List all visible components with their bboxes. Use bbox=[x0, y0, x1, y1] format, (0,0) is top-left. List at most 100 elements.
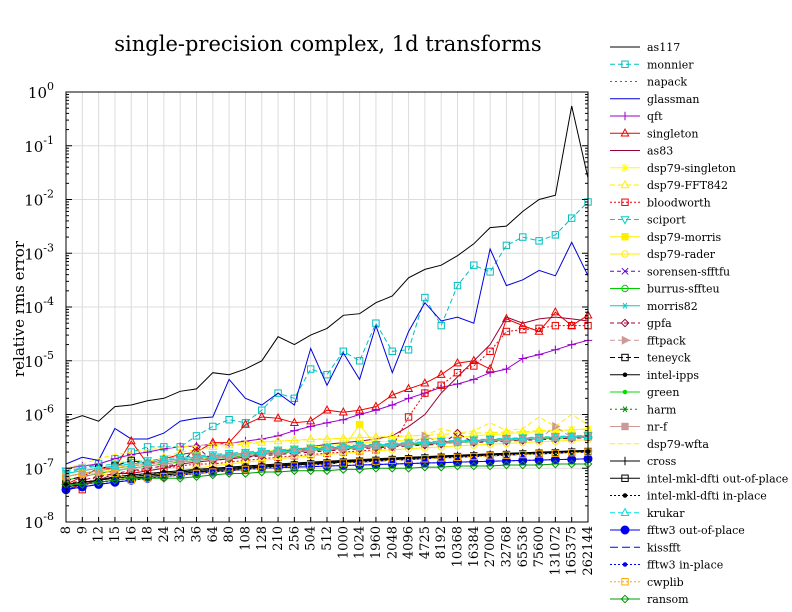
series-line bbox=[65, 413, 589, 469]
x-tick-label: 108 bbox=[238, 526, 253, 551]
legend-item: napack bbox=[610, 76, 687, 89]
data-point bbox=[486, 452, 494, 460]
data-point bbox=[436, 462, 446, 472]
legend-label: nr-f bbox=[647, 421, 668, 434]
data-point bbox=[436, 369, 446, 378]
data-point bbox=[620, 456, 630, 466]
data-point bbox=[338, 465, 348, 474]
y-tick-label: 100 bbox=[28, 80, 54, 102]
x-tick-label: 4725 bbox=[418, 526, 433, 559]
data-point bbox=[621, 422, 629, 431]
data-point bbox=[620, 507, 630, 516]
data-point bbox=[469, 355, 479, 364]
legend-item: as83 bbox=[610, 145, 673, 158]
x-tick-label: 12 bbox=[92, 526, 107, 543]
data-point bbox=[502, 429, 511, 438]
x-tick-label: 1960 bbox=[369, 526, 384, 559]
data-point bbox=[621, 250, 629, 258]
data-point bbox=[241, 465, 250, 474]
data-point bbox=[388, 400, 397, 410]
data-point bbox=[621, 474, 629, 482]
x-tick-label: 165375 bbox=[565, 526, 580, 576]
legend-item: morris82 bbox=[610, 300, 698, 313]
x-tick-label: 65536 bbox=[516, 526, 531, 567]
data-point bbox=[621, 302, 629, 309]
data-point bbox=[240, 419, 250, 428]
data-point bbox=[452, 357, 463, 367]
data-point bbox=[404, 463, 413, 473]
data-point bbox=[355, 465, 365, 474]
data-point bbox=[240, 438, 250, 448]
y-tick-label: 10-6 bbox=[24, 403, 54, 425]
legend-label: dsp79-wfta bbox=[647, 438, 709, 451]
data-point bbox=[404, 413, 413, 421]
data-point bbox=[550, 431, 560, 441]
series-line bbox=[65, 451, 589, 481]
legend-item: sorensen-sfftfu bbox=[610, 265, 730, 278]
data-point bbox=[567, 431, 577, 440]
legend-item: intel-mkl-dfti in-place bbox=[610, 490, 767, 503]
legend-label: bloodworth bbox=[647, 196, 711, 209]
series-line bbox=[65, 435, 589, 474]
data-point bbox=[322, 466, 332, 476]
data-point bbox=[620, 318, 630, 328]
data-point bbox=[355, 404, 365, 414]
data-point bbox=[273, 435, 283, 445]
x-tick-label: 36 bbox=[190, 526, 205, 543]
legend-item: dsp79-wfta bbox=[610, 438, 709, 451]
series-as117 bbox=[65, 105, 589, 422]
data-point bbox=[191, 452, 202, 461]
data-point bbox=[622, 493, 628, 498]
series-line bbox=[65, 428, 589, 478]
data-point bbox=[502, 435, 511, 444]
data-point bbox=[159, 444, 169, 454]
data-point bbox=[126, 453, 136, 462]
data-point bbox=[420, 437, 430, 446]
x-tick-label: 64 bbox=[206, 526, 221, 543]
data-point bbox=[126, 458, 136, 468]
legend-label: dsp79-singleton bbox=[647, 162, 736, 175]
data-point bbox=[257, 467, 267, 477]
data-point bbox=[160, 472, 168, 481]
data-point bbox=[520, 451, 526, 457]
data-point bbox=[209, 422, 217, 431]
data-point bbox=[453, 281, 462, 290]
legend-item: intel-ipps bbox=[610, 369, 699, 382]
data-point bbox=[322, 442, 332, 452]
data-point bbox=[94, 467, 103, 475]
data-point bbox=[159, 473, 169, 483]
data-point bbox=[551, 231, 560, 239]
data-point bbox=[404, 438, 414, 447]
data-point bbox=[289, 417, 299, 427]
data-point bbox=[569, 449, 574, 455]
data-point bbox=[257, 446, 267, 456]
legend-label: fftw3 in-place bbox=[647, 559, 723, 572]
legend-label: qft bbox=[647, 110, 663, 123]
data-point bbox=[621, 198, 629, 206]
x-tick-label: 4096 bbox=[402, 526, 417, 559]
data-point bbox=[289, 466, 299, 476]
data-point bbox=[257, 411, 267, 421]
data-point bbox=[355, 420, 364, 429]
data-point bbox=[404, 346, 413, 354]
data-point bbox=[534, 460, 544, 470]
data-point bbox=[338, 433, 348, 442]
legend-label: sorensen-sfftfu bbox=[647, 265, 730, 278]
data-point bbox=[553, 450, 558, 455]
data-point bbox=[621, 284, 629, 293]
series-glassman bbox=[65, 241, 589, 465]
legend-item: harm bbox=[610, 403, 677, 416]
chart-title: single-precision complex, 1d transforms bbox=[114, 32, 541, 56]
data-point bbox=[127, 476, 135, 484]
data-point bbox=[322, 433, 332, 443]
legend-item: intel-mkl-dfti out-of-place bbox=[610, 472, 788, 485]
data-point bbox=[126, 473, 136, 483]
data-point bbox=[387, 389, 397, 399]
data-point bbox=[502, 364, 511, 374]
data-point bbox=[519, 435, 527, 443]
data-point bbox=[191, 446, 202, 456]
legend-item: krukar bbox=[610, 507, 685, 520]
data-point bbox=[518, 460, 528, 470]
legend-item: gpfa bbox=[610, 317, 672, 330]
